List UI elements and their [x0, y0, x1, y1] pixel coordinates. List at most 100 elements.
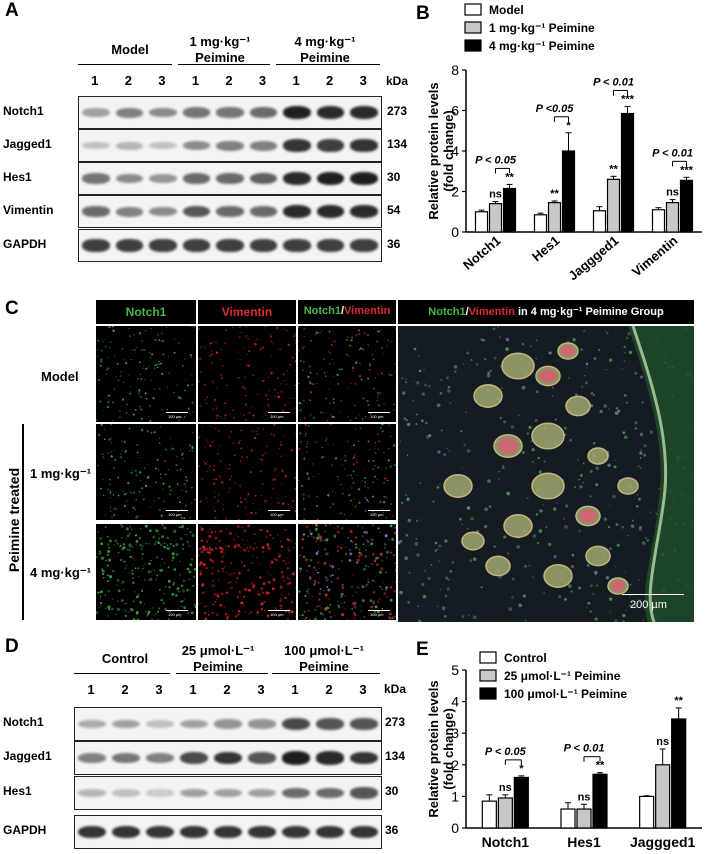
panelA-lane-2: 2 [124, 73, 132, 88]
big-cell [622, 613, 626, 618]
panelD-band-hes1-3 [146, 789, 174, 797]
big-cell [436, 403, 441, 408]
peimine-side-label: Peimine treated [6, 467, 22, 573]
big-cell [498, 478, 500, 480]
big-cell [492, 327, 496, 331]
big-cell [614, 411, 619, 416]
big-cell [608, 505, 611, 507]
big-cell [498, 336, 501, 338]
panelA-band-vimentin-2 [115, 206, 144, 217]
big-cell [447, 385, 451, 389]
panelD-row-label-notch1: Notch1 [3, 715, 44, 729]
chartB-sig2-vimentin: ns [666, 187, 679, 199]
big-cell [585, 606, 588, 609]
big-cell [497, 326, 499, 328]
panelD-lane-9: 3 [359, 682, 367, 697]
chartE-bar-hes1-2 [576, 808, 592, 829]
big-cell [437, 548, 439, 550]
panelD-lane-8: 2 [325, 682, 333, 697]
panelD-blot-hes1 [74, 776, 382, 810]
big-cell [517, 414, 520, 417]
panelA-kda-jagged1: 134 [387, 136, 408, 151]
big-cell [466, 528, 469, 530]
big-cell [413, 380, 415, 383]
panelA-row-label-gapdh: GAPDH [3, 236, 47, 251]
big-cell [635, 505, 639, 508]
big-cell [634, 421, 638, 425]
panelD-band-notch1-4 [180, 719, 208, 729]
big-cell [631, 519, 634, 522]
panel-d-kda-header: kDa [384, 682, 407, 696]
big-cell [570, 565, 574, 569]
big-cell [454, 370, 457, 373]
big-cell [493, 545, 496, 548]
panelA-band-gapdh-6 [249, 239, 278, 252]
panel-e-label: E [416, 639, 429, 660]
big-cell [472, 557, 477, 561]
panelA-band-gapdh-9 [350, 239, 378, 252]
chartB-ylabel-2: (fold change) [441, 110, 456, 192]
big-cell [571, 553, 575, 557]
big-cell [639, 449, 643, 452]
panelA-row-label-vimentin: Vimentin [3, 202, 54, 217]
big-cell [553, 555, 557, 559]
chartE-xlabel-jaggged1: Jaggged1 [630, 834, 696, 850]
big-cell [606, 332, 609, 335]
chartB-pval-hes1: P <0.05 [536, 103, 575, 115]
panelA-kda-vimentin: 54 [387, 202, 401, 217]
panelA-lane-9: 3 [359, 73, 367, 88]
scale-label-4mg-notch1: 100 µm [168, 612, 182, 617]
big-cell [644, 536, 647, 539]
panelD-band-jagged1-1 [78, 753, 106, 763]
big-cell [465, 411, 467, 414]
big-cell [577, 459, 579, 461]
big-cell [548, 542, 552, 547]
panelA-band-vimentin-7 [283, 204, 311, 219]
big-cell [630, 605, 633, 608]
chartE-bar-hes1-3 [592, 773, 608, 829]
big-cell [446, 447, 448, 449]
big-cell [603, 404, 608, 408]
big-cell [608, 358, 613, 362]
big-cell [415, 519, 419, 523]
micrograph-model-notch1-render [96, 326, 195, 422]
big-follicle-16 [617, 477, 639, 495]
big-cell [623, 394, 627, 397]
chartE-sig2-hes1: ns [578, 791, 591, 803]
big-cell [424, 569, 427, 572]
big-cell [499, 365, 502, 368]
big-cell [461, 523, 463, 526]
chartB-ylabel-1: Relative protein levels [426, 82, 441, 219]
panelA-band-jagged1-3 [149, 141, 177, 150]
chartB-bar-hes1-1 [533, 214, 548, 233]
chartB-bar-jaggged1-3 [620, 112, 635, 233]
panelA-band-notch1-3 [149, 107, 177, 118]
chartE-legend-swatch-3 [479, 687, 497, 700]
big-cell [415, 423, 418, 425]
micrograph-1mg-notch1: 100 µm [96, 424, 196, 520]
big-cell [637, 497, 641, 501]
big-follicle-8 [443, 474, 473, 498]
chartE-ytick-label-3: 3 [451, 725, 459, 741]
big-cell [613, 465, 617, 469]
big-cell [554, 418, 557, 421]
panelA-band-hes1-6 [249, 172, 278, 185]
chartE-pval-hes1: P < 0.01 [564, 743, 605, 755]
panel-e-chart: E 0 1 2 3 4 5 Relative protein levels (fold cha… [416, 639, 702, 850]
scale-bar-large [622, 594, 684, 595]
row-label-model: Model [41, 369, 79, 384]
big-cell [448, 450, 450, 452]
big-cell [405, 534, 409, 537]
big-cell [621, 368, 623, 370]
big-cell [589, 610, 592, 613]
panelA-lane-7: 1 [292, 73, 300, 88]
big-cell [476, 363, 479, 366]
panelA-band-jagged1-1 [82, 141, 110, 150]
chartE-ytick-label-2: 2 [451, 757, 459, 773]
big-follicle-5 [531, 422, 565, 450]
panelD-band-notch1-3 [146, 720, 174, 728]
panelD-band-gapdh-4 [180, 825, 208, 839]
big-cell [538, 529, 543, 533]
big-follicle-15 [485, 555, 511, 577]
big-cell [633, 603, 638, 608]
